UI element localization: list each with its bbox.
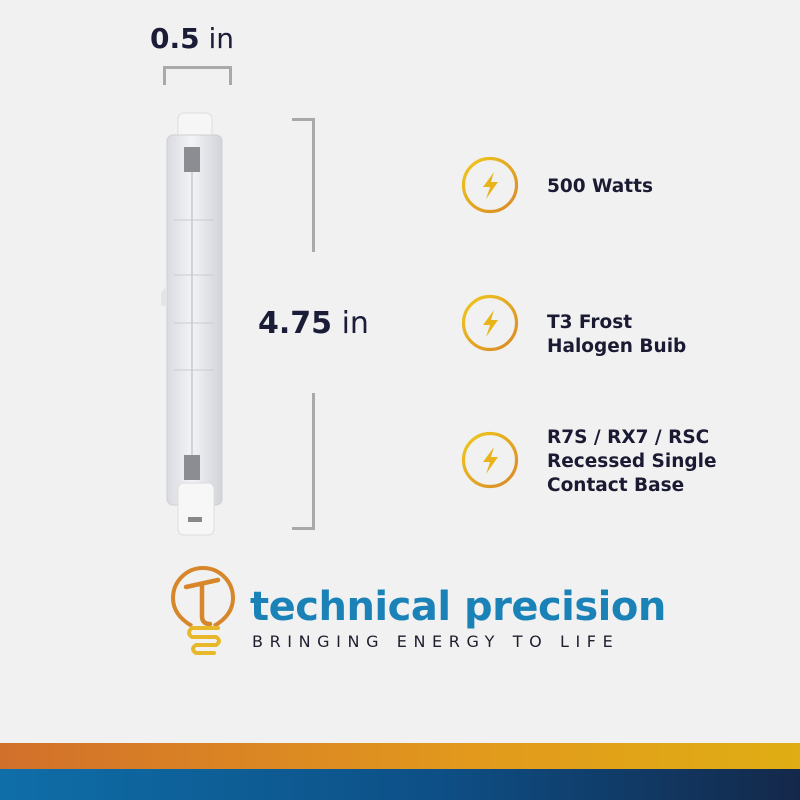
brand-name: technical precision xyxy=(250,584,666,630)
feature-line: R7S / RX7 / RSC xyxy=(547,427,710,448)
feature-bulb-type xyxy=(461,294,519,356)
lightning-bolt-icon xyxy=(461,294,519,352)
feature-line: Halogen Buib xyxy=(547,336,687,357)
length-value: 4.75 xyxy=(258,306,333,341)
brand-logo-bulb-icon xyxy=(170,566,236,655)
feature-base-type-text: R7S / RX7 / RSC Recessed Single Contact … xyxy=(547,426,717,498)
feature-line: Contact Base xyxy=(547,475,685,496)
feature-wattage-text: 500 Watts xyxy=(547,175,653,199)
width-value: 0.5 xyxy=(150,22,200,55)
feature-wattage xyxy=(461,156,519,218)
width-bracket xyxy=(163,66,232,85)
length-unit: in xyxy=(341,306,369,341)
width-unit: in xyxy=(208,22,235,55)
brand-tagline: BRINGING ENERGY TO LIFE xyxy=(252,632,620,651)
lightning-bolt-icon xyxy=(461,431,519,489)
length-dimension-label: 4.75 in xyxy=(258,306,369,341)
feature-bulb-type-text: T3 Frost Halogen Buib xyxy=(547,311,686,359)
blue-footer-band xyxy=(0,769,800,800)
feature-base-type xyxy=(461,431,519,493)
orange-footer-band xyxy=(0,743,800,769)
feature-line: Recessed Single xyxy=(547,451,717,472)
length-bracket-bottom xyxy=(292,393,315,530)
length-bracket-top xyxy=(292,118,315,252)
halogen-bulb-image xyxy=(161,112,223,536)
lightning-bolt-icon xyxy=(461,156,519,214)
feature-line: T3 Frost xyxy=(547,312,633,333)
feature-line: 500 Watts xyxy=(547,176,653,197)
width-dimension-label: 0.5 in xyxy=(150,22,234,55)
